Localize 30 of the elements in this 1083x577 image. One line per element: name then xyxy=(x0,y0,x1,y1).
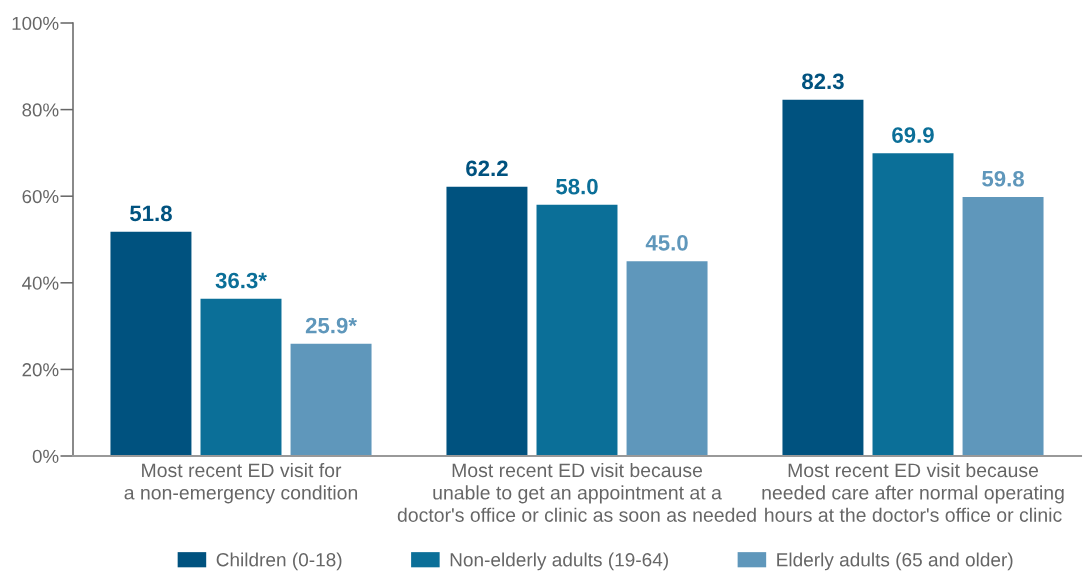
x-tick-label: Most recent ED visit because needed care after normal operating hours at the doctor's office or clinic xyxy=(762,462,1064,522)
bar xyxy=(626,261,708,456)
data-label: 45.0 xyxy=(645,234,688,251)
bar xyxy=(782,99,864,456)
legend-label: Children (0-18) xyxy=(216,552,342,571)
legend-label: Elderly adults (65 and older) xyxy=(777,552,1013,571)
bar xyxy=(290,343,372,456)
bar xyxy=(872,153,954,456)
x-tick-label: Most recent ED visit for a non-emergency condition xyxy=(124,462,358,504)
bar xyxy=(446,186,528,456)
data-label: 25.9* xyxy=(305,317,357,334)
data-label: 69.9 xyxy=(892,127,934,143)
bar xyxy=(200,298,282,456)
y-tick-label: 100% xyxy=(12,16,59,30)
data-label: 51.8 xyxy=(130,205,172,222)
y-tick-label: 40% xyxy=(22,276,59,290)
data-label: 59.8 xyxy=(982,170,1024,187)
data-label: 82.3 xyxy=(802,73,844,90)
y-tick-label: 60% xyxy=(22,189,59,204)
data-label: 62.2 xyxy=(466,160,508,177)
bar xyxy=(962,197,1044,456)
x-tick-label: Most recent ED visit because unable to get an appointment at a doctor's office or clinic as soon as needed xyxy=(397,462,756,522)
data-label: 58.0 xyxy=(556,178,598,195)
y-tick-label: 80% xyxy=(22,103,59,117)
data-label: 36.3* xyxy=(215,272,267,289)
y-tick-label: 0% xyxy=(32,449,59,463)
y-tick-label: 20% xyxy=(22,363,59,377)
bar xyxy=(110,231,192,456)
bar xyxy=(536,204,618,456)
legend-label: Non-elderly adults (19-64) xyxy=(450,552,668,571)
